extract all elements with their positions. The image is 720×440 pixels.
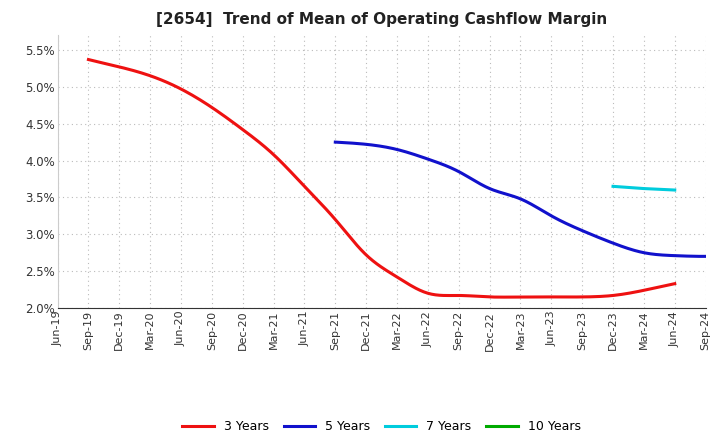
Title: [2654]  Trend of Mean of Operating Cashflow Margin: [2654] Trend of Mean of Operating Cashfl… [156,12,607,27]
Legend: 3 Years, 5 Years, 7 Years, 10 Years: 3 Years, 5 Years, 7 Years, 10 Years [177,415,586,438]
